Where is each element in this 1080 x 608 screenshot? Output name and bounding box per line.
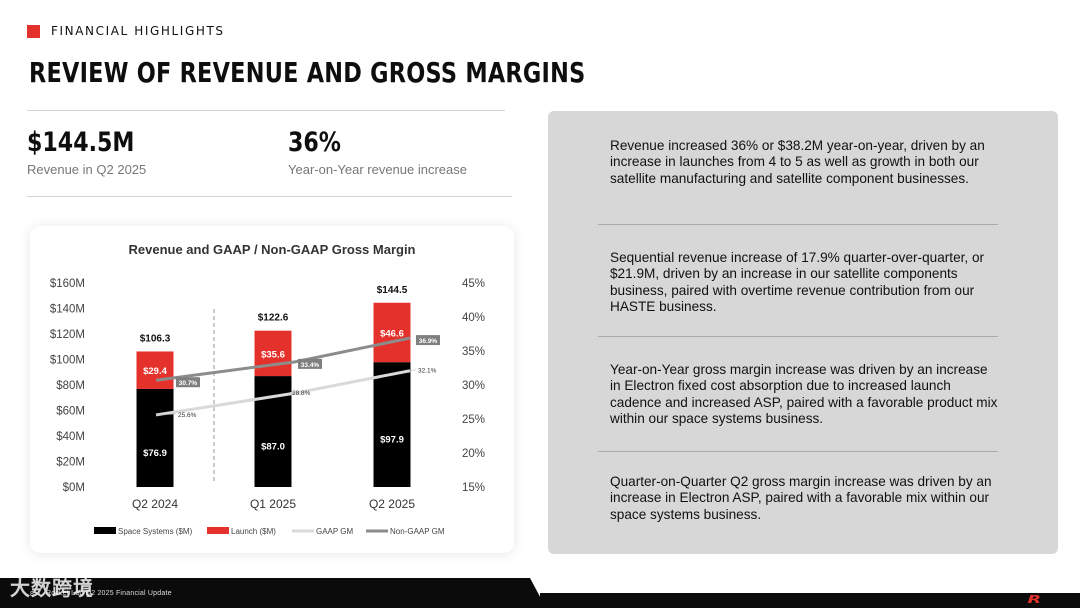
kpi-growth: 36% Year-on-Year revenue increase (288, 127, 467, 177)
y-tick-label: $20M (56, 457, 85, 469)
note-divider (598, 224, 998, 225)
bar-launch (373, 302, 411, 363)
legend-label: Space Systems ($M) (118, 527, 193, 536)
note-qoq-margin: Quarter-on-Quarter Q2 gross margin incre… (610, 474, 992, 522)
divider-top (27, 110, 505, 111)
legend-label: GAAP GM (316, 527, 354, 536)
chart-card: Revenue and GAAP / Non-GAAP Gross Margin… (30, 226, 514, 553)
y-tick-label: $0M (63, 482, 85, 494)
page-number: 8 (30, 591, 34, 598)
bar-label-space-systems: $97.9 (380, 435, 404, 446)
bar-total-label: $106.3 (140, 333, 171, 344)
kpi-revenue-label: Revenue in Q2 2025 (27, 162, 147, 177)
note-divider (598, 336, 998, 337)
non-gaap-label-box (416, 335, 440, 346)
note-yoy-revenue: Revenue increased 36% or $38.2M year-on-… (610, 138, 985, 186)
y2-tick-label: 30% (462, 380, 485, 392)
bar-total-label: $144.5 (377, 285, 408, 296)
footer-bar (0, 578, 546, 608)
x-tick-label: Q1 2025 (250, 497, 296, 511)
legend-swatch (94, 527, 116, 534)
gaap-gm-label: 32.1% (418, 368, 437, 375)
section-marker (27, 24, 40, 38)
chart-title: Revenue and GAAP / Non-GAAP Gross Margin (128, 242, 415, 257)
y-tick-label: $40M (56, 431, 85, 443)
bar-launch (254, 330, 292, 377)
non-gaap-gm-line (155, 336, 411, 382)
y2-tick-label: 25% (462, 414, 485, 426)
bar-label-launch: $46.6 (380, 328, 404, 339)
gaap-label-leader (409, 369, 417, 372)
non-gaap-gm-label: 33.4% (301, 362, 320, 369)
legend-swatch (207, 527, 229, 534)
kpi-revenue-value: $144.5M (27, 127, 135, 158)
y2-tick-label: 35% (462, 346, 485, 358)
bar-total-label: $122.6 (258, 313, 289, 324)
non-gaap-gm-label: 30.7% (179, 380, 198, 387)
non-gaap-gm-label: 36.9% (419, 338, 438, 345)
note-yoy-margin: Year-on-Year gross margin increase was d… (610, 362, 998, 427)
y-tick-label: $120M (50, 329, 85, 341)
section-tag: FINANCIAL HIGHLIGHTS (27, 24, 225, 38)
bar-label-space-systems: $87.0 (261, 442, 285, 453)
gaap-label-leader (155, 413, 177, 416)
kpi-growth-value: 36% (288, 127, 342, 158)
note-qoq-revenue: Sequential revenue increase of 17.9% qua… (610, 250, 985, 315)
non-gaap-label-box (176, 377, 200, 388)
kpi-revenue: $144.5M Revenue in Q2 2025 (27, 127, 158, 177)
y-tick-label: $80M (56, 380, 85, 392)
section-tag-label: FINANCIAL HIGHLIGHTS (51, 24, 225, 38)
page-title: REVIEW OF REVENUE AND GROSS MARGINS (29, 56, 586, 89)
bar-space-systems (373, 362, 411, 487)
bar-label-launch: $35.6 (261, 349, 285, 360)
legend-label: Non-GAAP GM (390, 527, 445, 536)
y-tick-label: $60M (56, 406, 85, 418)
legend-label: Launch ($M) (231, 527, 276, 536)
divider-kpi (27, 196, 512, 197)
footer-bar-right (540, 593, 1080, 608)
commentary-panel: Revenue increased 36% or $38.2M year-on-… (548, 111, 1058, 554)
bar-label-space-systems: $76.9 (143, 448, 167, 459)
y-tick-label: $160M (50, 278, 85, 290)
note-divider (598, 451, 998, 452)
rocket-lab-logo-icon: R (1027, 593, 1042, 606)
y-tick-label: $100M (50, 355, 85, 367)
gaap-label-leader (289, 391, 296, 394)
bar-label-launch: $29.4 (143, 366, 167, 377)
y2-tick-label: 40% (462, 312, 485, 324)
footer-text: Rocket Lab Q2 2025 Financial Update (46, 590, 172, 597)
gaap-gm-label: 25.6% (178, 412, 197, 419)
bar-launch (136, 351, 174, 389)
non-gaap-label-box (298, 358, 322, 369)
revenue-margin-chart: Revenue and GAAP / Non-GAAP Gross Margin… (50, 242, 485, 536)
x-tick-label: Q2 2024 (132, 497, 178, 511)
watermark: 大数跨境 (10, 578, 94, 600)
x-tick-label: Q2 2025 (369, 497, 415, 511)
y2-tick-label: 20% (462, 448, 485, 460)
y2-tick-label: 45% (462, 278, 485, 290)
gaap-gm-label: 28.8% (292, 390, 311, 397)
y2-tick-label: 15% (462, 482, 485, 494)
y-tick-label: $140M (50, 304, 85, 316)
bar-space-systems (254, 376, 292, 487)
bar-space-systems (136, 388, 174, 487)
kpi-growth-label: Year-on-Year revenue increase (288, 162, 467, 177)
